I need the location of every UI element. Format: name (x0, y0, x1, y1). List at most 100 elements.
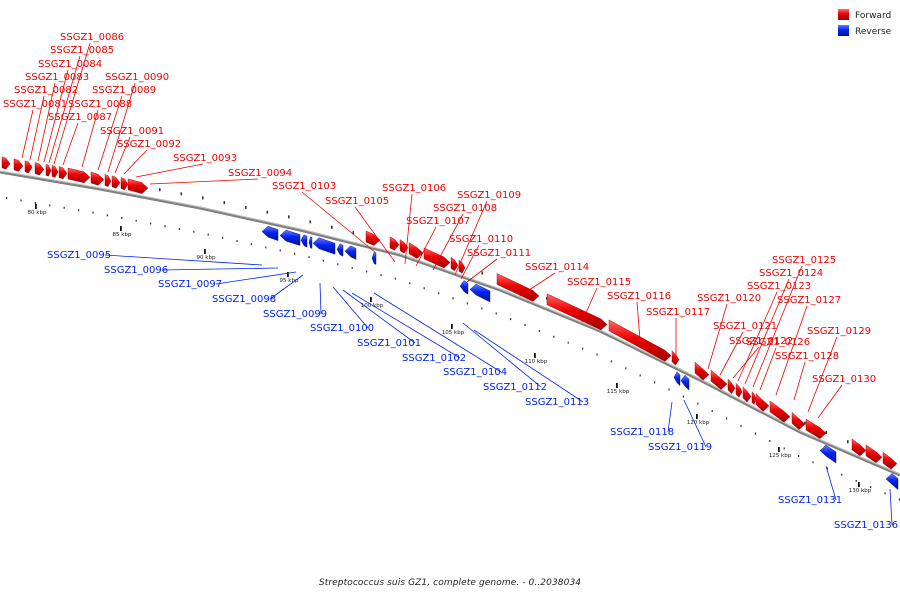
gene-block[interactable] (885, 473, 899, 491)
gene-label[interactable]: SSGZ1_0089 (92, 85, 156, 96)
gene-block[interactable] (865, 444, 883, 464)
gene-block[interactable] (13, 158, 24, 172)
gene-block[interactable] (300, 234, 308, 248)
gene-block[interactable] (24, 160, 33, 174)
gene-label[interactable]: SSGZ1_0098 (212, 294, 276, 305)
gene-label[interactable]: SSGZ1_0111 (467, 248, 531, 259)
gene-block[interactable] (45, 164, 52, 177)
gene-label[interactable]: SSGZ1_0130 (812, 374, 876, 385)
gene-label[interactable]: SSGZ1_0125 (772, 255, 836, 266)
gene-block[interactable] (90, 171, 105, 186)
gene-label[interactable]: SSGZ1_0128 (775, 351, 839, 362)
gene-label[interactable]: SSGZ1_0106 (382, 183, 446, 194)
gene-block[interactable] (450, 256, 459, 272)
gene-label[interactable]: SSGZ1_0104 (443, 367, 507, 378)
gene-block[interactable] (389, 236, 400, 251)
gene-label[interactable]: SSGZ1_0092 (117, 139, 181, 150)
gene-label[interactable]: SSGZ1_0081 (3, 99, 67, 110)
gene-block[interactable] (710, 369, 728, 390)
gene-label[interactable]: SSGZ1_0094 (228, 168, 292, 179)
gene-block[interactable] (371, 252, 377, 265)
gene-block[interactable] (34, 162, 45, 176)
gene-label[interactable]: SSGZ1_0097 (158, 279, 222, 290)
gene-label[interactable]: SSGZ1_0107 (406, 216, 470, 227)
gene-block[interactable] (851, 438, 867, 457)
gene-block[interactable] (67, 167, 91, 184)
gene-block[interactable] (546, 293, 608, 331)
gene-label[interactable]: SSGZ1_0131 (778, 495, 842, 506)
gene-label[interactable]: SSGZ1_0116 (607, 291, 671, 302)
gene-block[interactable] (671, 350, 680, 366)
gene-label[interactable]: SSGZ1_0123 (747, 281, 811, 292)
gene-block[interactable] (791, 411, 806, 430)
gene-label[interactable]: SSGZ1_0085 (50, 45, 114, 56)
gene-block[interactable] (755, 393, 770, 412)
gene-label[interactable]: SSGZ1_0136 (834, 520, 898, 531)
gene-block[interactable] (751, 391, 757, 405)
gene-label[interactable]: SSGZ1_0091 (100, 126, 164, 137)
gene-block[interactable] (694, 361, 710, 381)
gene-block[interactable] (336, 243, 344, 257)
gene-label[interactable]: SSGZ1_0109 (457, 190, 521, 201)
gene-label[interactable]: SSGZ1_0101 (357, 338, 421, 349)
gene-block[interactable] (673, 371, 681, 387)
gene-label[interactable]: SSGZ1_0126 (746, 337, 810, 348)
gene-block[interactable] (608, 319, 672, 362)
gene-block[interactable] (735, 382, 743, 398)
gene-label[interactable]: SSGZ1_0127 (777, 295, 841, 306)
gene-label[interactable]: SSGZ1_0086 (60, 32, 124, 43)
gene-label[interactable]: SSGZ1_0121 (713, 321, 777, 332)
gene-block[interactable] (111, 175, 121, 189)
gene-label[interactable]: SSGZ1_0095 (47, 250, 111, 261)
gene-label[interactable]: SSGZ1_0105 (325, 196, 389, 207)
gene-block[interactable] (805, 418, 827, 439)
gene-label[interactable]: SSGZ1_0129 (807, 326, 871, 337)
gene-label[interactable]: SSGZ1_0096 (104, 265, 168, 276)
gene-label[interactable]: SSGZ1_0117 (646, 307, 710, 318)
gene-block[interactable] (680, 374, 690, 391)
gene-block[interactable] (279, 229, 301, 246)
gene-label[interactable]: SSGZ1_0119 (648, 442, 712, 453)
gene-label[interactable]: SSGZ1_0083 (25, 72, 89, 83)
gene-label[interactable]: SSGZ1_0124 (759, 268, 823, 279)
gene-label[interactable]: SSGZ1_0112 (483, 382, 547, 393)
gene-label[interactable]: SSGZ1_0118 (610, 427, 674, 438)
gene-label[interactable]: SSGZ1_0090 (105, 72, 169, 83)
gene-label[interactable]: SSGZ1_0087 (48, 112, 112, 123)
gene-block[interactable] (344, 245, 357, 260)
gene-block[interactable] (459, 280, 469, 295)
gene-label[interactable]: SSGZ1_0108 (433, 203, 497, 214)
gene-block[interactable] (882, 451, 898, 470)
gene-label[interactable]: SSGZ1_0103 (272, 181, 336, 192)
gene-label[interactable]: SSGZ1_0088 (68, 99, 132, 110)
gene-label[interactable]: SSGZ1_0114 (525, 262, 589, 273)
gene-block[interactable] (261, 225, 279, 241)
gene-label[interactable]: SSGZ1_0099 (263, 309, 327, 320)
gene-block[interactable] (469, 283, 491, 303)
gene-label[interactable]: SSGZ1_0093 (173, 153, 237, 164)
gene-block[interactable] (51, 165, 59, 178)
gene-block[interactable] (496, 273, 540, 302)
gene-label[interactable]: SSGZ1_0082 (14, 85, 78, 96)
gene-block[interactable] (104, 174, 112, 187)
gene-label[interactable]: SSGZ1_0100 (310, 323, 374, 334)
gene-block[interactable] (58, 166, 68, 180)
gene-block[interactable] (312, 237, 336, 255)
gene-label[interactable]: SSGZ1_0110 (449, 234, 513, 245)
gene-label[interactable]: SSGZ1_0102 (402, 353, 466, 364)
gene-block[interactable] (819, 444, 837, 464)
gene-block[interactable] (308, 236, 313, 249)
gene-block[interactable] (458, 259, 466, 274)
gene-label[interactable]: SSGZ1_0084 (38, 59, 102, 70)
gene-label[interactable]: SSGZ1_0113 (525, 397, 589, 408)
gene-block[interactable] (1, 156, 11, 170)
gene-block[interactable] (408, 242, 424, 259)
gene-block[interactable] (742, 386, 752, 403)
gene-block[interactable] (769, 400, 791, 423)
gene-block[interactable] (727, 378, 736, 395)
gene-block[interactable] (365, 230, 381, 246)
gene-block[interactable] (120, 177, 129, 191)
gene-block[interactable] (127, 178, 149, 194)
gene-label[interactable]: SSGZ1_0120 (697, 293, 761, 304)
gene-label[interactable]: SSGZ1_0122 (729, 336, 793, 347)
